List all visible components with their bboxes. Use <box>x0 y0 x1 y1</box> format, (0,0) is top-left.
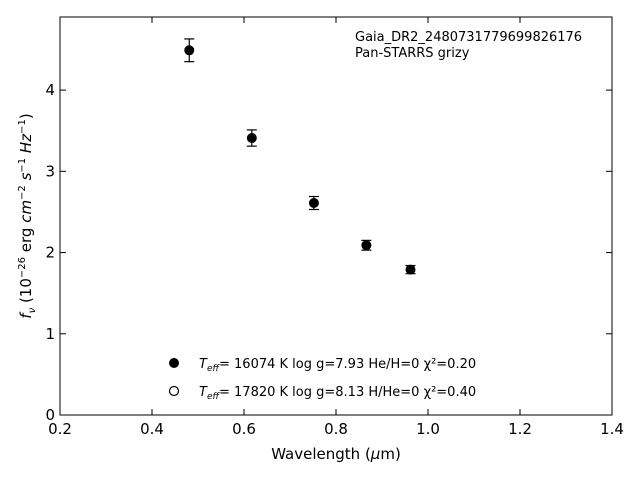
data-point <box>361 240 372 251</box>
legend-entry-1-text: = 16074 K log g=7.93 He/H=0 χ²=0.20 <box>219 357 476 372</box>
x-tick-label: 1.4 <box>600 420 624 438</box>
annotation-survey: Pan-STARRS grizy <box>355 46 470 61</box>
x-tick-label: 0.2 <box>48 420 72 438</box>
x-tick-label: 0.6 <box>232 420 256 438</box>
data-points <box>184 38 416 275</box>
legend-entry-2-teff-sub: eff <box>207 392 221 402</box>
legend-marker-filled <box>169 358 179 368</box>
legend: Teff= 16074 K log g=7.93 He/H=0 χ²=0.20 … <box>168 357 476 402</box>
x-tick-label: 1.2 <box>508 420 532 438</box>
y-tick-label: 4 <box>45 81 55 99</box>
x-tick-label: 1.0 <box>416 420 440 438</box>
legend-entry-1: Teff= 16074 K log g=7.93 He/H=0 χ²=0.20 <box>199 357 476 374</box>
data-point <box>308 198 319 209</box>
y-tick-label: 1 <box>45 325 55 343</box>
y-tick-label: 0 <box>45 406 55 424</box>
y-axis-title: fν (10−26 erg cm−2 s−1 Hz−1) <box>17 113 38 318</box>
x-tick-label: 0.4 <box>140 420 164 438</box>
x-axis-ticks: 0.2 0.4 0.6 0.8 1.0 1.2 1.4 <box>48 17 624 438</box>
y-tick-label: 2 <box>45 244 55 262</box>
legend-marker-open <box>168 385 180 397</box>
data-point <box>184 45 195 56</box>
y-tick-label: 3 <box>45 162 55 180</box>
legend-entry-1-teff-sub: eff <box>207 364 221 374</box>
annotation-source-id: Gaia_DR2_2480731779699826176 <box>355 30 582 45</box>
plot-frame <box>59 16 613 416</box>
data-point <box>405 264 416 275</box>
data-point <box>246 133 257 144</box>
legend-entry-2: Teff= 17820 K log g=8.13 H/He=0 χ²=0.40 <box>199 385 476 402</box>
legend-entry-2-text: = 17820 K log g=8.13 H/He=0 χ²=0.40 <box>219 385 476 400</box>
y-axis-ticks: 0 1 2 3 4 <box>45 81 612 424</box>
x-tick-label: 0.8 <box>324 420 348 438</box>
x-axis-title: Wavelength (μm) <box>271 445 401 463</box>
